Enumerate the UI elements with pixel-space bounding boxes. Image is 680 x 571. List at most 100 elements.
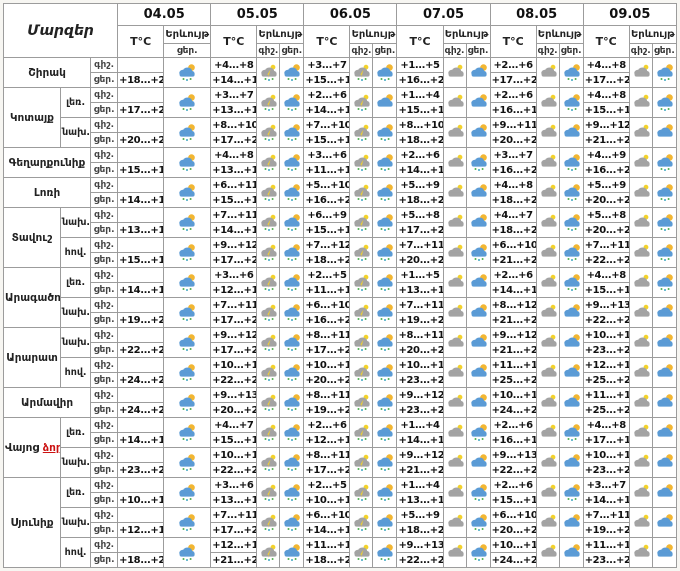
sun-cloud-rain-icon — [377, 154, 394, 171]
day-row-label: ցեր. — [90, 402, 119, 418]
temp-night-value: +4...+8 — [210, 57, 258, 73]
weather-column-header: Երևույթ — [535, 25, 584, 44]
day-row-label: ցեր. — [90, 132, 119, 148]
weather-icon-cell — [628, 477, 653, 508]
weather-icon-cell — [558, 327, 584, 358]
sun-cloud-rain-icon — [563, 184, 580, 201]
weather-icon-cell — [628, 267, 653, 298]
table-row: նախ.գիշ. +10...+13 +8...+11 +9...+12 +9...+1… — [4, 447, 678, 478]
region-name: Լոռի — [2, 177, 92, 208]
temp-night-value: +4...+8 — [582, 417, 630, 433]
weather-icon-cell — [163, 417, 212, 448]
night-cloud-icon — [634, 454, 650, 467]
temp-night-value: +7...+10 — [303, 117, 351, 133]
weather-icon-cell — [163, 297, 212, 328]
day-row-label: ցեր. — [90, 282, 119, 298]
temp-night-value: +5...+10 — [303, 177, 351, 193]
weather-icon-cell — [465, 447, 491, 478]
temp-day-value: +13...+18 — [210, 162, 258, 178]
sun-cloud-rain-icon — [179, 514, 196, 531]
sun-cloud-rain-icon — [179, 124, 196, 141]
temp-night-value — [117, 207, 165, 223]
temp-day-value: +13...+17 — [396, 282, 444, 298]
weather-icon-cell — [279, 297, 305, 328]
table-row: ցեր.+17...+20 +13...+16 +14...+16 +15...+18… — [4, 102, 677, 118]
temp-day-value: +16...+20 — [489, 162, 537, 178]
weather-icon-cell — [349, 537, 374, 568]
weather-icon-cell — [442, 447, 467, 478]
temp-column-header: T°C — [396, 25, 444, 58]
table-row: հով.գիշ. +10...+14 +10...+12 +10...+13 +11..… — [4, 357, 678, 388]
storm-cloud-rain-icon — [261, 424, 277, 441]
temp-day-value: +24...+26 — [117, 372, 165, 388]
storm-cloud-rain-icon — [354, 214, 371, 231]
temp-day-value: +20...+24 — [582, 192, 630, 208]
weather-icon-cell — [256, 447, 281, 478]
night-cloud-icon — [540, 304, 557, 317]
night-row-label: գիշ. — [90, 447, 119, 463]
temp-day-value: +20...+24 — [396, 252, 444, 268]
day-row-label: ցեր. — [90, 432, 119, 448]
sun-cloud-icon — [563, 334, 580, 347]
storm-cloud-rain-icon — [261, 484, 277, 501]
night-cloud-icon — [634, 244, 650, 257]
night-cloud-icon — [540, 454, 557, 467]
night-cloud-icon — [540, 544, 557, 557]
night-cloud-icon — [540, 364, 557, 377]
sun-cloud-rain-icon — [179, 94, 196, 111]
weather-icon-cell — [372, 477, 398, 508]
weather-icon-cell — [256, 327, 281, 358]
weather-column-header: Երևույթ — [349, 25, 398, 44]
temp-night-value: +7...+11 — [582, 237, 630, 253]
weather-icon-cell — [558, 237, 584, 268]
temp-night-value: +7...+11 — [396, 237, 444, 253]
weather-icon-cell — [651, 267, 678, 298]
weather-icon-cell — [256, 57, 281, 88]
sun-cloud-rain-icon — [563, 274, 580, 291]
weather-icon-cell — [163, 177, 212, 208]
weather-icon-cell — [651, 57, 678, 88]
table-row: Արարատ նախ. գիշ. +9...+12 +8...+11 +8...+11 +9… — [2, 327, 678, 388]
weather-icon-cell — [372, 447, 398, 478]
weather-icon-cell — [558, 117, 584, 148]
weather-icon-cell — [372, 147, 398, 178]
weather-icon-cell — [279, 417, 305, 448]
weather-icon-cell — [256, 237, 281, 268]
temp-night-value — [117, 87, 165, 103]
weather-icon-cell — [558, 267, 584, 298]
weather-icon-cell — [442, 267, 467, 298]
sun-cloud-rain-icon — [657, 244, 673, 261]
weather-icon-cell — [163, 447, 212, 478]
weather-icon-cell — [349, 327, 374, 358]
sun-cloud-icon — [470, 394, 487, 407]
temp-night-value: +10...+12 — [303, 357, 351, 373]
weather-icon-cell — [535, 117, 560, 148]
temp-day-value: +18...+23 — [303, 552, 351, 568]
temp-night-value: +9...+12 — [396, 387, 444, 403]
weather-icon-cell — [628, 537, 653, 568]
weather-icon-cell — [651, 387, 678, 418]
temp-night-value: +5...+8 — [582, 207, 630, 223]
weather-icon-cell — [372, 237, 398, 268]
temp-night-value: +12...+16 — [210, 537, 258, 553]
weather-icon-cell — [465, 507, 491, 538]
temp-night-value: +6...+10 — [489, 237, 537, 253]
sun-cloud-rain-icon — [470, 514, 487, 531]
day-subheader: ցեր. — [465, 43, 491, 58]
weather-icon-cell — [256, 147, 281, 178]
temp-night-value — [117, 537, 165, 553]
temp-night-value: +11...+15 — [582, 537, 630, 553]
weather-icon-cell — [651, 177, 678, 208]
weather-icon-cell — [628, 507, 653, 538]
weather-column-header: Երևույթ — [442, 25, 491, 44]
sun-cloud-rain-icon — [179, 304, 196, 321]
weather-icon-cell — [163, 57, 212, 88]
night-cloud-icon — [447, 544, 464, 557]
sun-cloud-rain-icon — [377, 64, 394, 81]
weather-icon-cell — [465, 297, 491, 328]
weather-icon-cell — [279, 147, 305, 178]
night-cloud-icon — [634, 154, 650, 167]
temp-day-value: +14...+18 — [210, 72, 258, 88]
temp-night-value: +8...+11 — [303, 327, 351, 343]
night-cloud-icon — [634, 424, 650, 437]
